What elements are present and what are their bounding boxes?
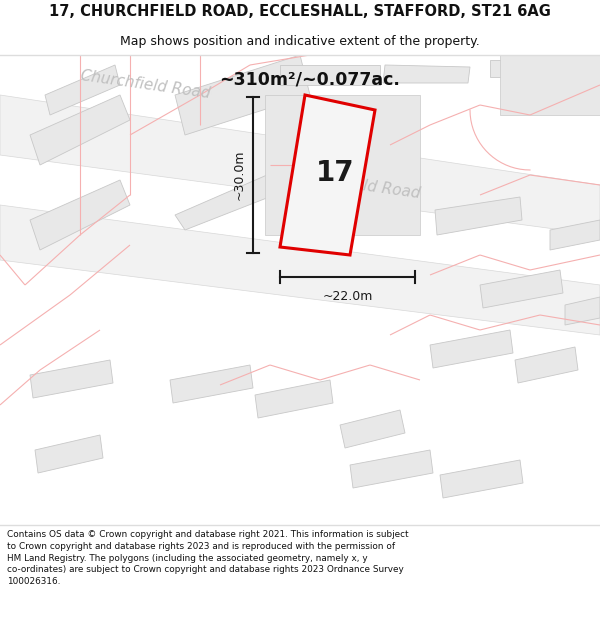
Polygon shape: [0, 205, 600, 335]
Text: ~22.0m: ~22.0m: [322, 291, 373, 304]
Polygon shape: [30, 360, 113, 398]
Text: 17, CHURCHFIELD ROAD, ECCLESHALL, STAFFORD, ST21 6AG: 17, CHURCHFIELD ROAD, ECCLESHALL, STAFFO…: [49, 4, 551, 19]
Polygon shape: [480, 270, 563, 308]
Polygon shape: [383, 65, 470, 83]
Polygon shape: [175, 165, 300, 230]
Polygon shape: [350, 450, 433, 488]
Polygon shape: [550, 220, 600, 250]
Text: 17: 17: [316, 159, 355, 187]
Polygon shape: [340, 410, 405, 448]
Polygon shape: [500, 55, 600, 115]
Polygon shape: [175, 55, 310, 135]
Polygon shape: [255, 380, 333, 418]
Polygon shape: [510, 90, 590, 107]
Polygon shape: [30, 180, 130, 250]
Polygon shape: [440, 460, 523, 498]
Polygon shape: [45, 65, 120, 115]
Polygon shape: [30, 95, 130, 165]
Polygon shape: [490, 60, 555, 77]
Polygon shape: [280, 65, 380, 85]
Text: Map shows position and indicative extent of the property.: Map shows position and indicative extent…: [120, 35, 480, 48]
Text: Churchfield Road: Churchfield Road: [80, 69, 212, 101]
Polygon shape: [35, 435, 103, 473]
Polygon shape: [565, 297, 600, 325]
Polygon shape: [280, 95, 375, 255]
Polygon shape: [435, 197, 522, 235]
Text: Churchfield Road: Churchfield Road: [290, 169, 422, 201]
Text: Contains OS data © Crown copyright and database right 2021. This information is : Contains OS data © Crown copyright and d…: [7, 530, 409, 586]
Text: ~310m²/~0.077ac.: ~310m²/~0.077ac.: [220, 71, 400, 89]
Polygon shape: [0, 95, 600, 235]
Polygon shape: [265, 95, 420, 235]
Polygon shape: [430, 330, 513, 368]
Text: ~30.0m: ~30.0m: [233, 150, 245, 200]
Polygon shape: [170, 365, 253, 403]
Polygon shape: [515, 347, 578, 383]
